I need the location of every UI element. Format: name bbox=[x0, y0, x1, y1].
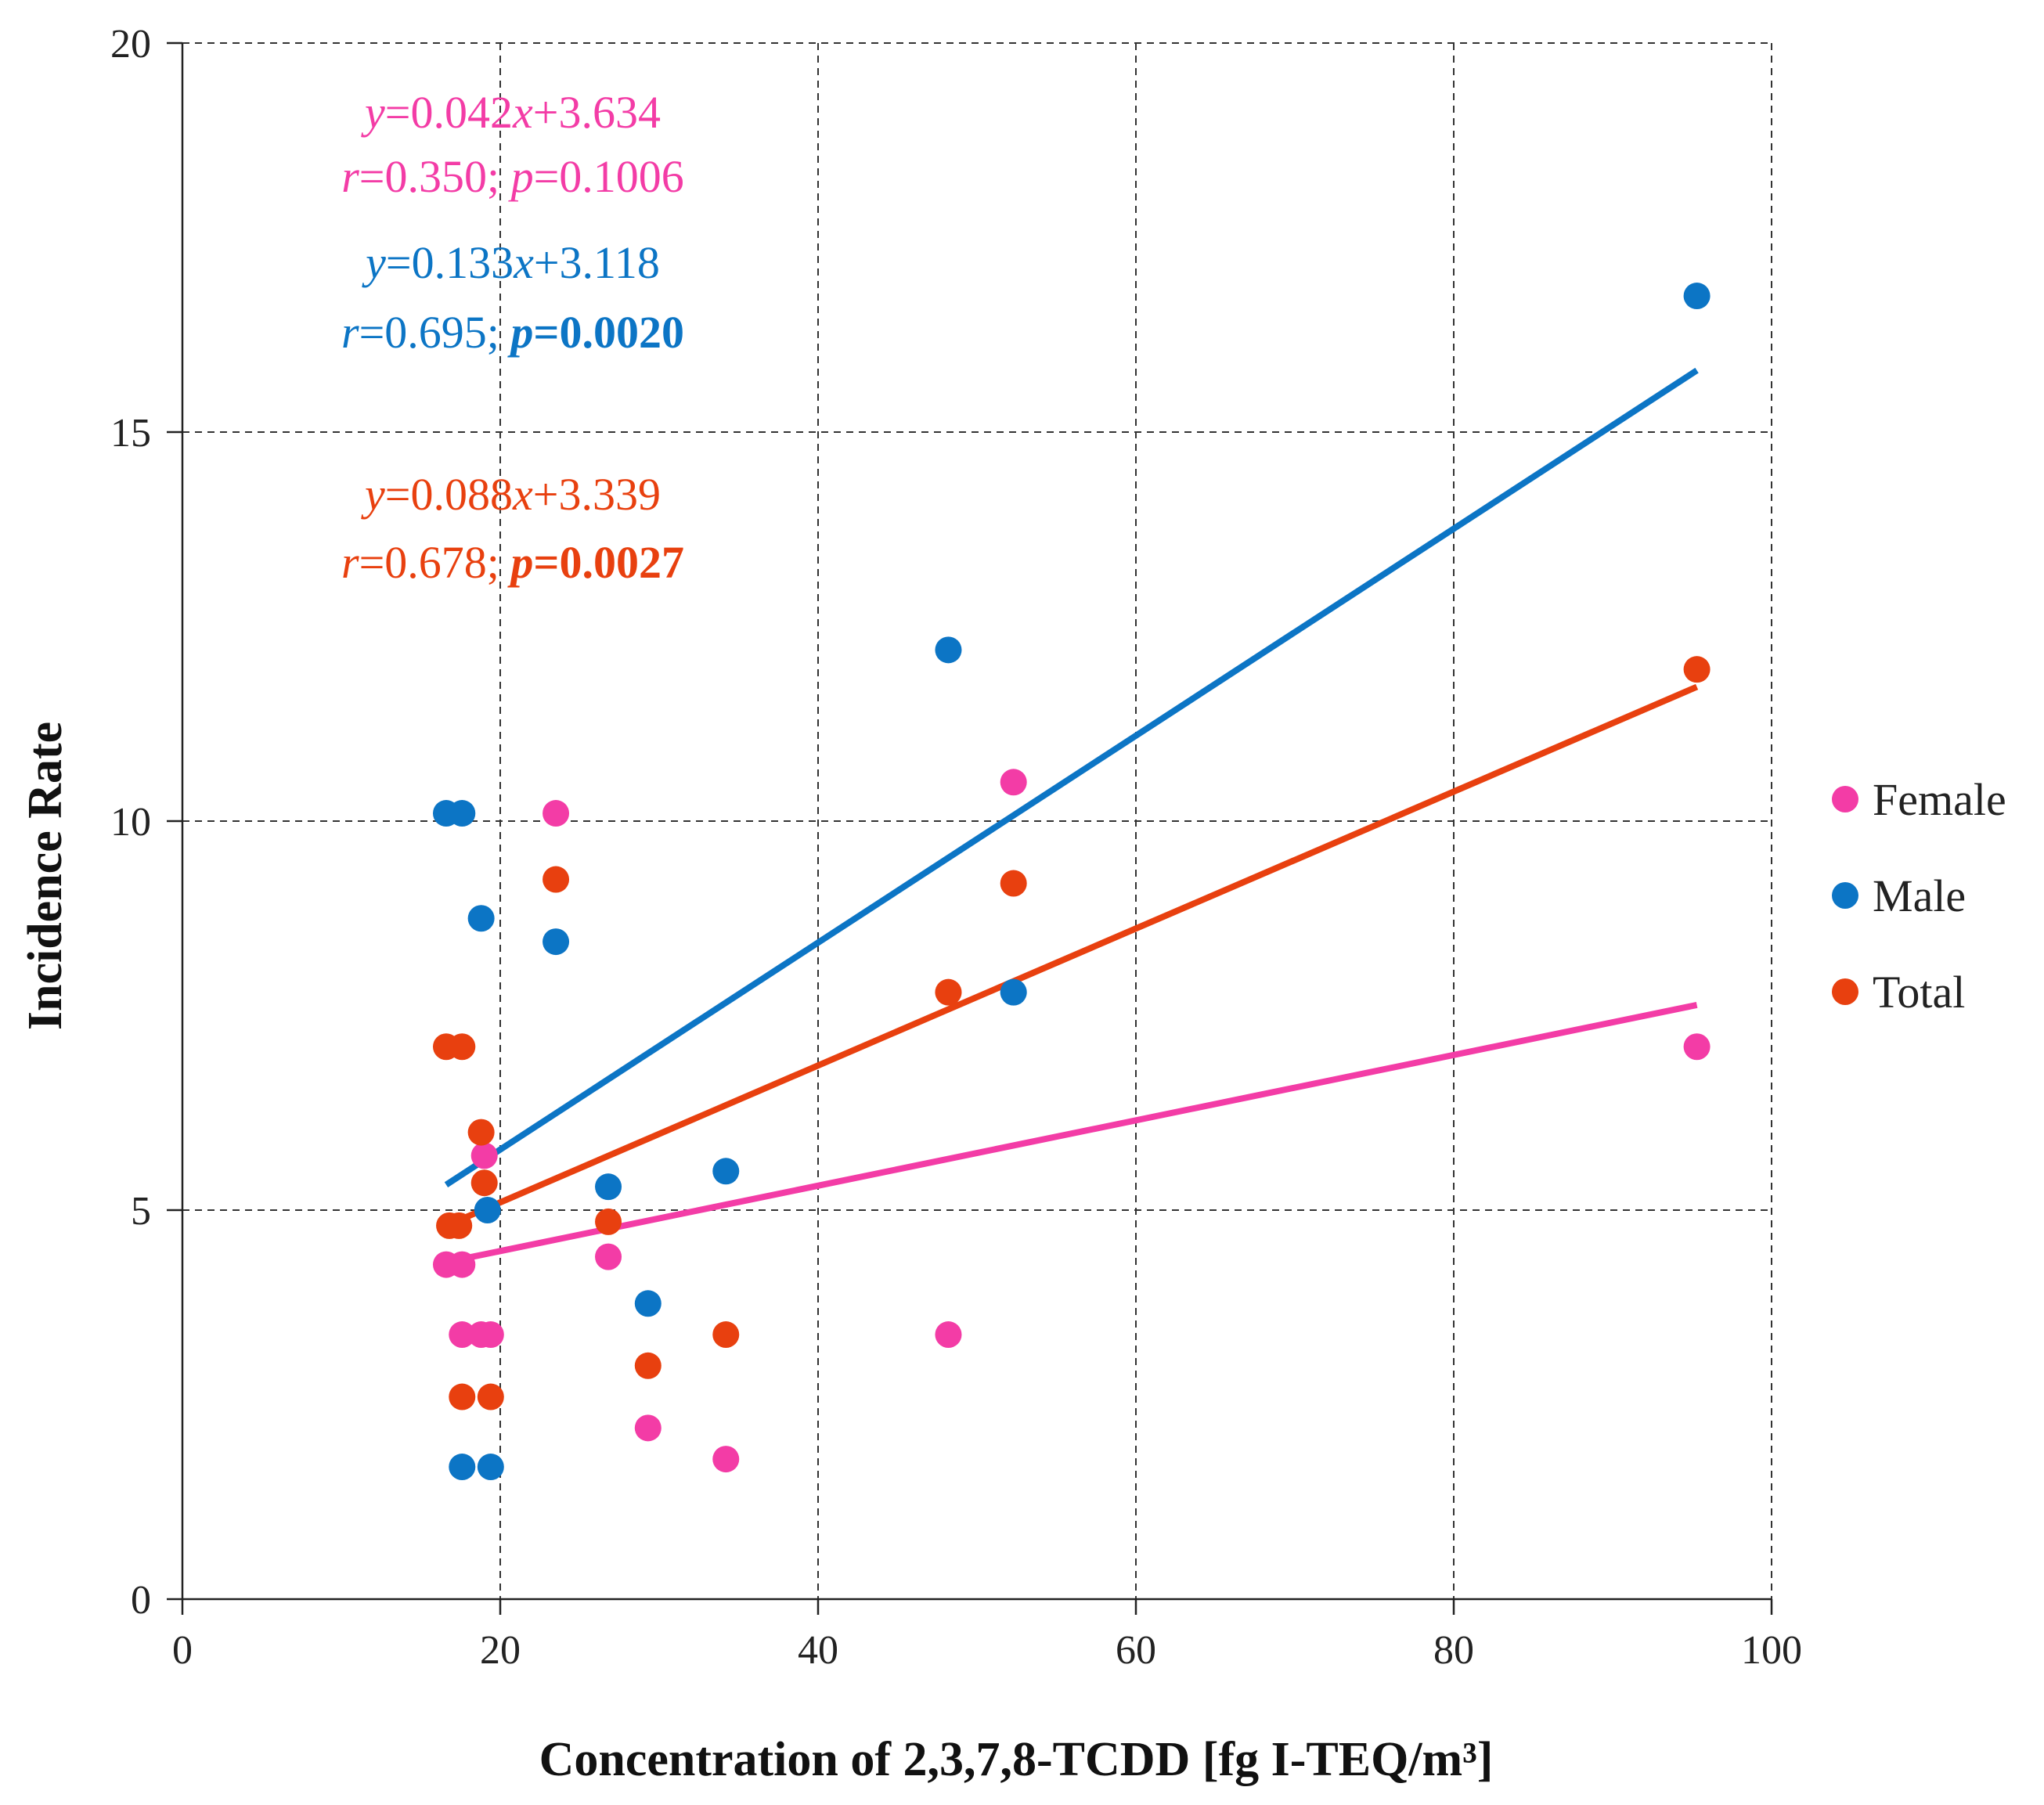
total-point bbox=[449, 1383, 476, 1410]
legend-marker-total bbox=[1832, 978, 1858, 1005]
female-point bbox=[449, 1321, 476, 1349]
female-point bbox=[634, 1414, 662, 1442]
x-axis-title: Concentration of 2,3,7,8-TCDD [fg I-TEQ/… bbox=[539, 1733, 1494, 1786]
total-point bbox=[543, 866, 570, 893]
male-point bbox=[474, 1197, 501, 1223]
male-stats: r=0.695; p=0.0020 bbox=[341, 307, 684, 358]
male-point bbox=[467, 905, 495, 932]
total-equation: y=0.088x+3.339 bbox=[361, 469, 661, 520]
male-regression-line bbox=[444, 367, 1699, 1187]
y-tick-label: 20 bbox=[110, 22, 151, 67]
total-point bbox=[1000, 870, 1027, 897]
total-point bbox=[477, 1383, 504, 1410]
male-point bbox=[543, 928, 570, 956]
axes bbox=[167, 41, 1773, 1615]
female-point bbox=[712, 1446, 740, 1473]
regression-lines bbox=[444, 367, 1699, 1266]
female-stats: r=0.350; p=0.1006 bbox=[341, 151, 684, 202]
total-point bbox=[595, 1208, 622, 1235]
x-tick-label: 60 bbox=[1116, 1628, 1156, 1673]
female-point bbox=[470, 1142, 498, 1169]
male-point bbox=[595, 1173, 622, 1201]
y-tick-label: 10 bbox=[110, 800, 151, 845]
female-point bbox=[543, 800, 570, 827]
female-point bbox=[1683, 1033, 1711, 1061]
male-point bbox=[477, 1454, 504, 1481]
legend-label-male: Male bbox=[1873, 870, 1966, 921]
male-point bbox=[449, 800, 476, 827]
total-point bbox=[634, 1352, 662, 1379]
male-point bbox=[1000, 978, 1027, 1006]
total-point bbox=[935, 978, 962, 1006]
total-point bbox=[467, 1119, 495, 1146]
legend-label-total: Total bbox=[1873, 967, 1965, 1018]
female-regression-line bbox=[445, 1002, 1698, 1266]
male-point bbox=[449, 1454, 476, 1481]
x-tick-label: 100 bbox=[1741, 1628, 1802, 1673]
female-point bbox=[935, 1321, 962, 1349]
legend-marker-female bbox=[1832, 786, 1858, 812]
male-point bbox=[1683, 283, 1711, 310]
female-point bbox=[477, 1321, 504, 1349]
total-point bbox=[712, 1321, 740, 1349]
legend: Female Male Total bbox=[1832, 774, 2006, 1018]
y-axis-title: Incidence Rate bbox=[19, 722, 72, 1030]
tick-labels: 0 5 10 15 20 0 20 40 60 80 100 bbox=[110, 22, 1802, 1673]
male-point bbox=[634, 1290, 662, 1317]
x-tick-label: 80 bbox=[1433, 1628, 1474, 1673]
x-tick-label: 40 bbox=[798, 1628, 838, 1673]
female-point bbox=[449, 1251, 476, 1278]
female-equation: y=0.042x+3.634 bbox=[361, 87, 661, 138]
male-point bbox=[712, 1158, 740, 1185]
male-point bbox=[935, 636, 962, 664]
male-equation: y=0.133x+3.118 bbox=[362, 237, 660, 288]
x-tick-label: 0 bbox=[172, 1628, 193, 1673]
data-points bbox=[432, 283, 1711, 1481]
female-point bbox=[595, 1243, 622, 1270]
total-point bbox=[445, 1212, 473, 1239]
y-tick-label: 0 bbox=[131, 1578, 151, 1623]
legend-label-female: Female bbox=[1873, 774, 2006, 825]
total-point bbox=[470, 1169, 498, 1197]
y-tick-label: 15 bbox=[110, 411, 151, 456]
female-point bbox=[1000, 769, 1027, 796]
y-tick-label: 5 bbox=[131, 1189, 151, 1234]
regression-annotations: y=0.042x+3.634 r=0.350; p=0.1006 y=0.133x+… bbox=[341, 87, 684, 588]
total-point bbox=[449, 1033, 476, 1061]
legend-marker-male bbox=[1832, 882, 1858, 909]
total-point bbox=[1683, 656, 1711, 683]
x-tick-label: 20 bbox=[480, 1628, 521, 1673]
total-regression-line bbox=[445, 683, 1699, 1229]
total-stats: r=0.678; p=0.0027 bbox=[341, 537, 684, 588]
